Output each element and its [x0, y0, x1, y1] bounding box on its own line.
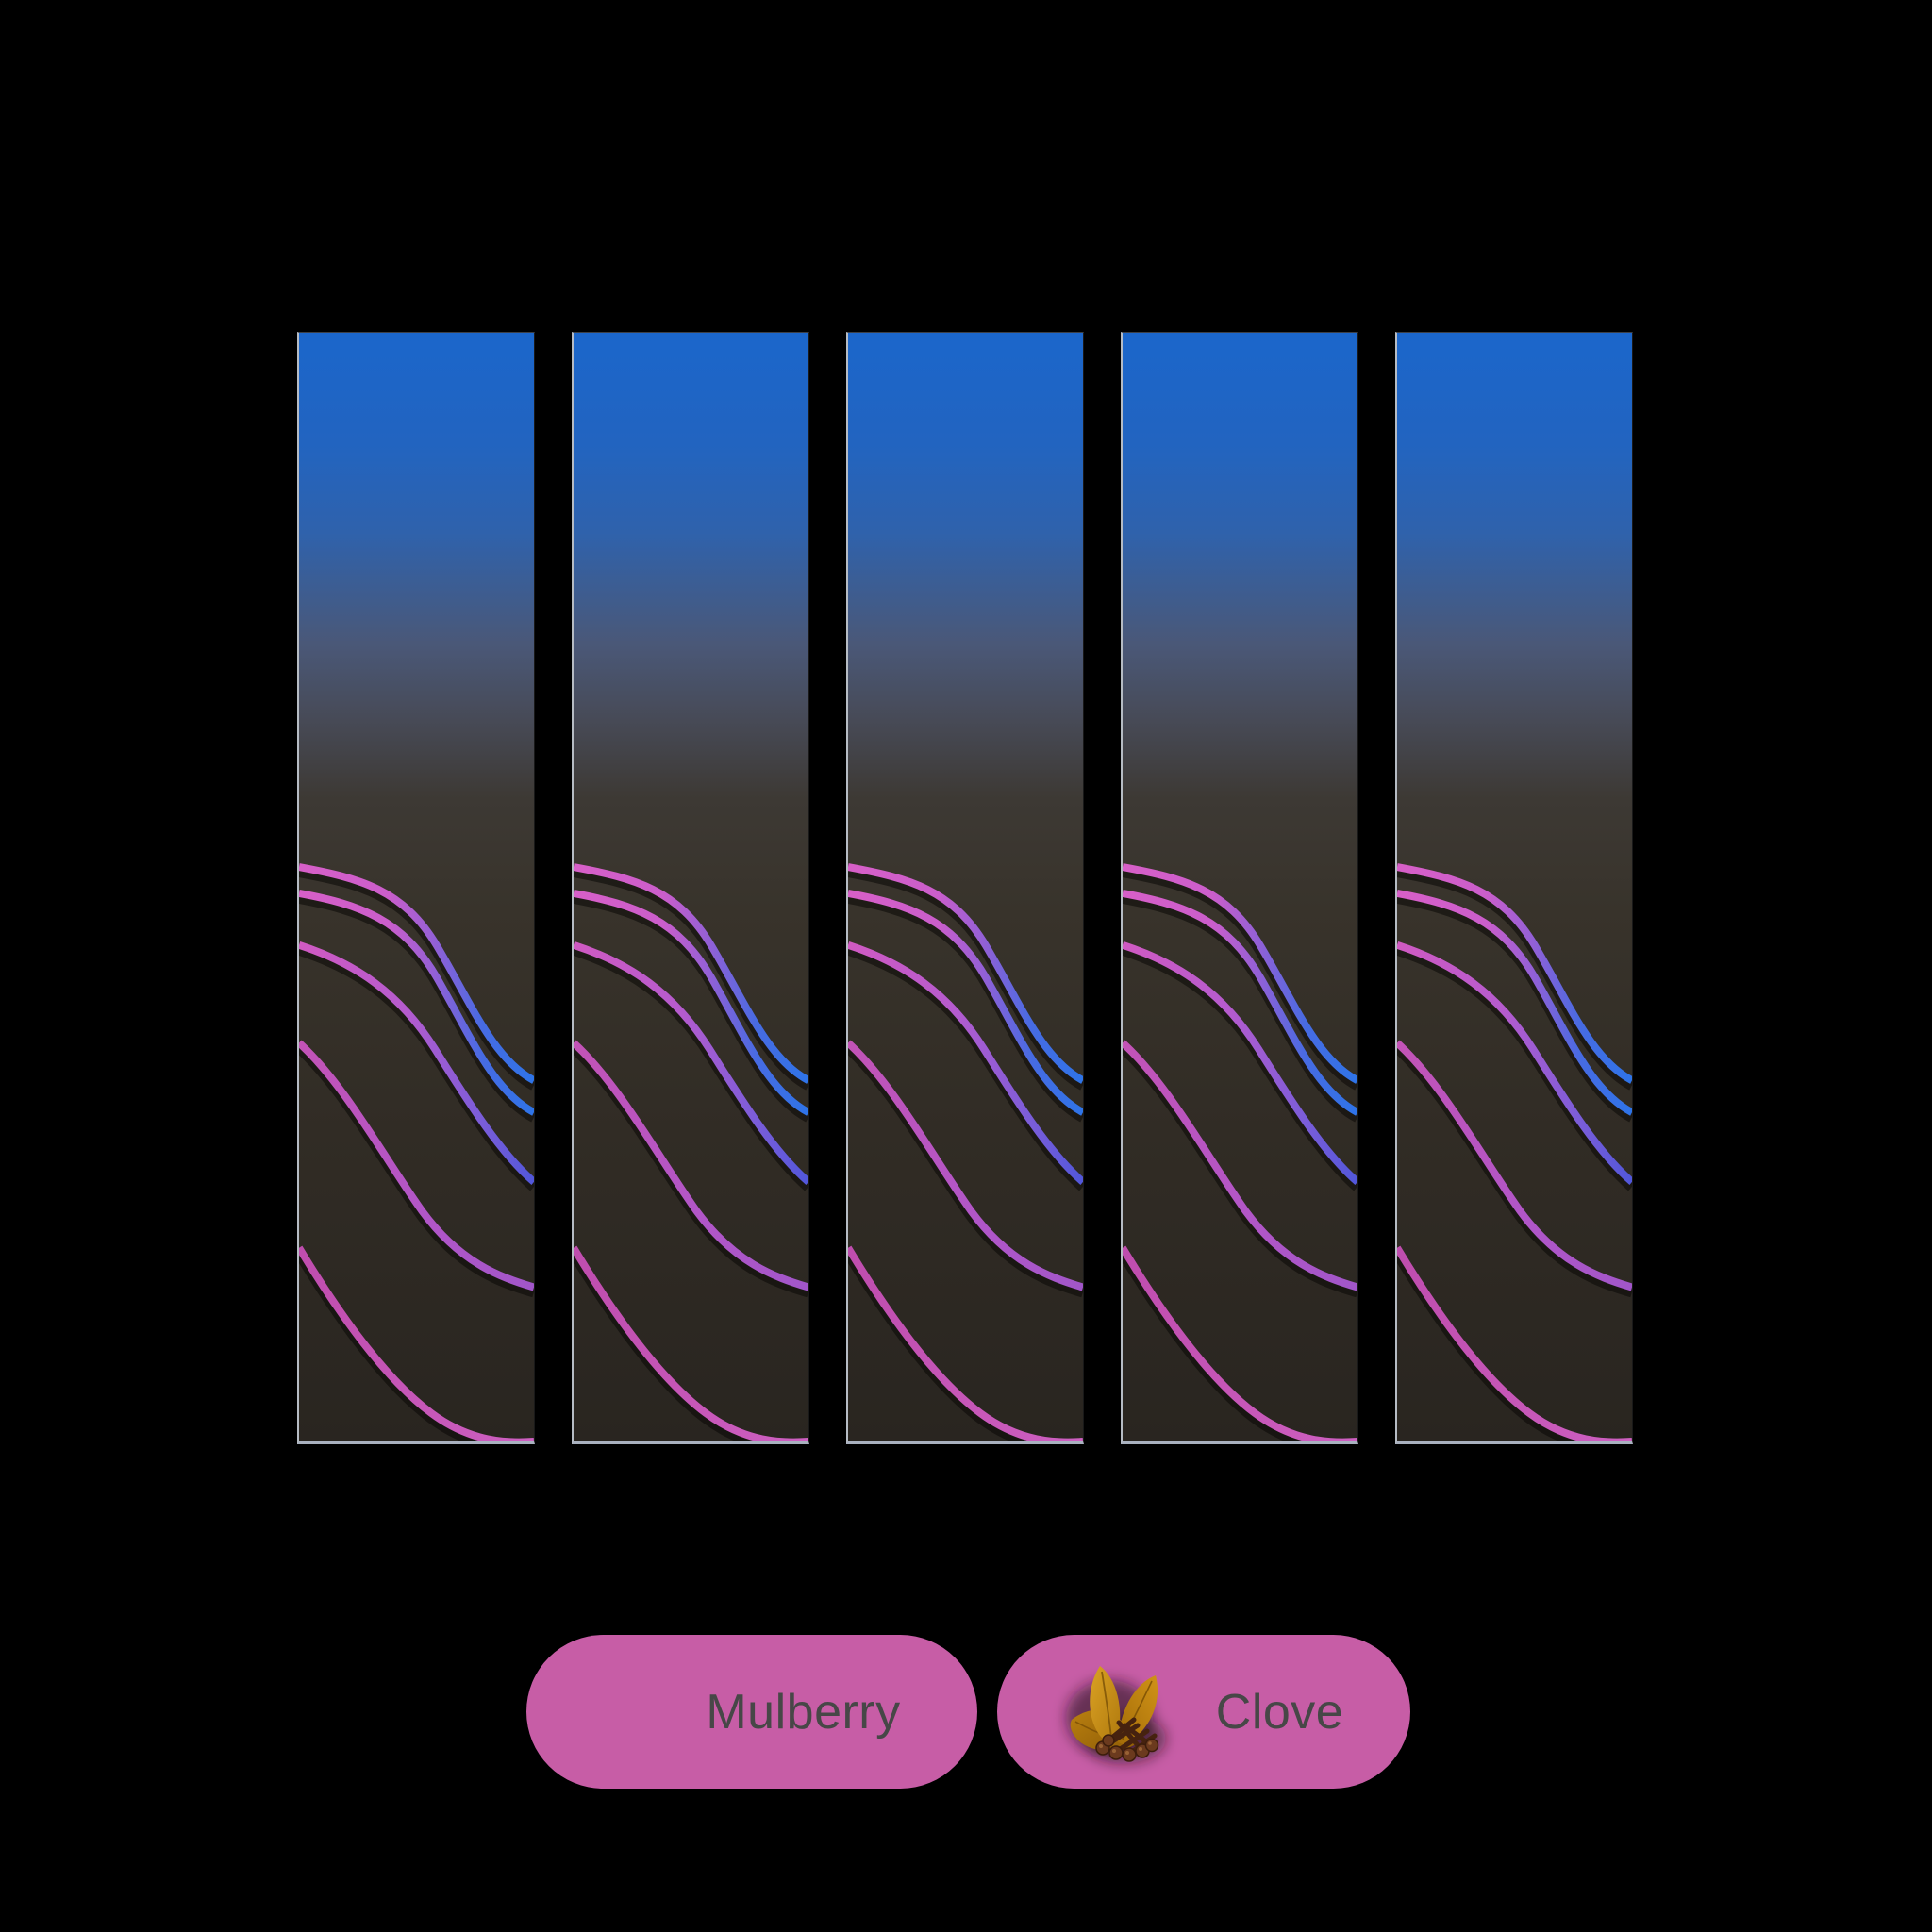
mulberry-button[interactable]: Mulberry [526, 1635, 977, 1789]
clove-button-label: Clove [1215, 1684, 1344, 1740]
clove-button[interactable]: Clove [997, 1635, 1410, 1789]
mulberry-image-slot-empty [603, 1659, 671, 1765]
gradient-panel-3 [846, 332, 1084, 1444]
gradient-panel-1 [297, 332, 535, 1444]
flavor-button-row: Mulberry Clove [526, 1635, 1410, 1789]
panel-wave-art [299, 333, 534, 1441]
clove-leaves-and-buds-icon [1064, 1659, 1181, 1765]
clove-image [1064, 1659, 1181, 1765]
gradient-panel-5 [1395, 332, 1633, 1444]
mulberry-button-label: Mulberry [706, 1684, 901, 1740]
gradient-panel-gallery [297, 332, 1633, 1444]
panel-wave-art [574, 333, 808, 1441]
gradient-panel-4 [1121, 332, 1358, 1444]
panel-wave-art [848, 333, 1083, 1441]
panel-wave-art [1123, 333, 1357, 1441]
gradient-panel-2 [572, 332, 809, 1444]
panel-wave-art [1397, 333, 1632, 1441]
